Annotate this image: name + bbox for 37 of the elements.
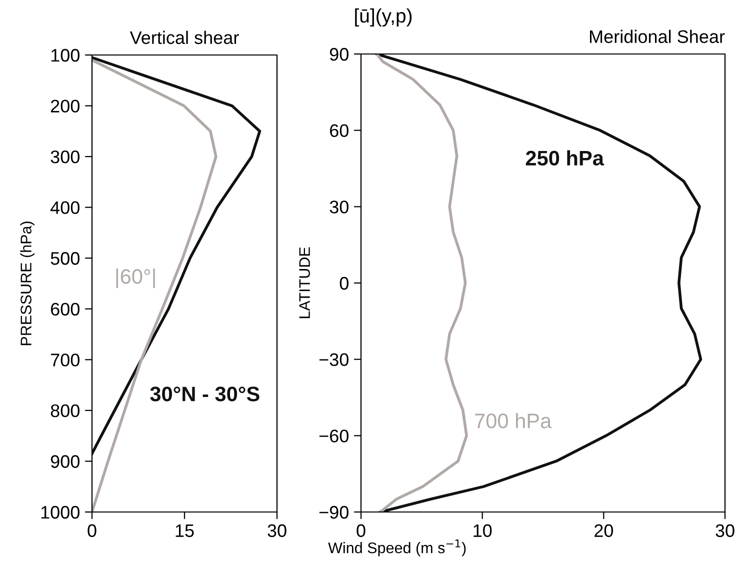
y-tick-label: 700 bbox=[51, 354, 80, 366]
line-series bbox=[375, 54, 702, 512]
x-tick-label: 30 bbox=[268, 524, 286, 538]
y-tick-label: −30 bbox=[319, 353, 348, 366]
y-tick-label: 400 bbox=[50, 201, 80, 214]
y-tick-label: 0 bbox=[340, 276, 348, 290]
y-axis-title: LATITUDE bbox=[299, 247, 310, 318]
x-tick-label: 20 bbox=[594, 524, 614, 538]
y-tick-label: −90 bbox=[319, 506, 348, 519]
y-tick-label: 100 bbox=[51, 48, 80, 62]
x-tick-label: 0 bbox=[356, 524, 366, 538]
y-tick-label: 90 bbox=[330, 48, 348, 61]
line-series bbox=[92, 56, 262, 455]
y-tick-label: 300 bbox=[50, 150, 80, 164]
chart-title: Meridional Shear bbox=[590, 30, 725, 44]
y-tick-label: 30 bbox=[330, 200, 348, 214]
x-tick-label: 30 bbox=[716, 524, 734, 538]
x-tick-label: 15 bbox=[176, 524, 194, 538]
series-label: 250 hPa bbox=[526, 150, 604, 166]
y-tick-label: 500 bbox=[50, 252, 80, 265]
y-tick-label: 200 bbox=[50, 100, 80, 112]
x-tick-label: 0 bbox=[88, 524, 96, 538]
series-label: |60°| bbox=[116, 268, 155, 288]
y-axis-title: PRESSURE (hPa) bbox=[20, 222, 34, 346]
x-axis-title: Wind Speed (m s$^{−1}$) bbox=[328, 539, 466, 556]
y-tick-label: 60 bbox=[330, 124, 348, 138]
y-tick-label: 800 bbox=[50, 404, 80, 418]
series-label: 700 hPa bbox=[475, 413, 552, 428]
text: [ū](y,p) bbox=[355, 8, 412, 27]
x-tick-label: 10 bbox=[474, 524, 492, 538]
y-tick-label: 600 bbox=[50, 302, 80, 316]
y-tick-label: 1000 bbox=[41, 506, 80, 519]
series-label: 30°N - 30°S bbox=[150, 386, 260, 402]
y-tick-label: 900 bbox=[50, 455, 80, 468]
chart-title: Vertical shear bbox=[130, 30, 239, 44]
line-series bbox=[375, 54, 468, 512]
y-tick-label: −60 bbox=[319, 430, 348, 442]
